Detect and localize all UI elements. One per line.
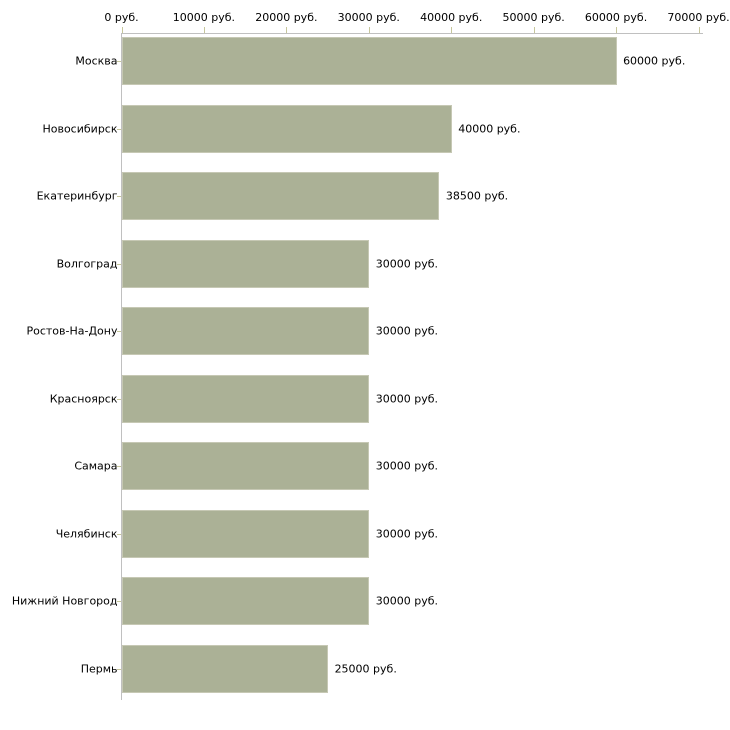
x-axis-tick-mark xyxy=(616,27,618,33)
value-label: 40000 руб. xyxy=(458,122,521,136)
bar-9 xyxy=(122,644,329,693)
x-axis-tick-mark xyxy=(368,27,370,33)
bar-7 xyxy=(122,509,370,558)
value-label: 30000 руб. xyxy=(375,527,439,541)
x-axis-tick-mark xyxy=(533,27,535,33)
category-label: Челябинск xyxy=(55,527,118,541)
category-tick-mark xyxy=(117,128,121,130)
bar-0 xyxy=(122,37,617,85)
category-tick-mark xyxy=(117,331,121,333)
value-label: 60000 руб. xyxy=(623,54,686,68)
category-label: Пермь xyxy=(80,662,118,676)
x-axis-tick-label: 30000 руб. xyxy=(337,11,400,24)
category-label: Екатеринбург xyxy=(36,189,118,203)
x-axis-tick-mark xyxy=(286,27,288,33)
value-label: 30000 руб. xyxy=(375,594,439,608)
y-axis-line xyxy=(121,33,122,700)
bar-6 xyxy=(122,442,370,491)
category-label: Ростов-На-Дону xyxy=(26,324,118,338)
category-tick-mark xyxy=(117,61,121,62)
category-label: Москва xyxy=(75,54,118,68)
x-axis-tick-label: 50000 руб. xyxy=(502,11,565,24)
x-axis-tick-label: 40000 руб. xyxy=(420,11,483,24)
value-label: 30000 руб. xyxy=(375,324,439,338)
category-tick-mark xyxy=(117,196,121,198)
value-label: 25000 руб. xyxy=(334,662,397,676)
bar-5 xyxy=(122,374,370,423)
category-label: Нижний Новгород xyxy=(11,594,118,608)
category-tick-mark xyxy=(117,668,121,670)
category-label: Волгоград xyxy=(56,257,118,271)
category-tick-mark xyxy=(117,601,121,603)
category-tick-mark xyxy=(117,263,121,265)
x-axis-tick-mark xyxy=(121,27,123,33)
value-label: 30000 руб. xyxy=(375,459,439,473)
bar-3 xyxy=(122,239,370,288)
x-axis-tick-mark xyxy=(451,27,453,33)
x-axis-tick-mark xyxy=(698,27,700,33)
category-label: Красноярск xyxy=(49,392,118,406)
bar-8 xyxy=(122,577,370,626)
x-axis-tick-mark xyxy=(203,27,205,33)
category-label: Самара xyxy=(74,459,118,473)
bar-1 xyxy=(122,104,452,153)
value-label: 30000 руб. xyxy=(375,257,439,271)
x-axis-tick-label: 60000 руб. xyxy=(584,11,648,24)
x-axis-tick-label: 20000 руб. xyxy=(255,11,318,24)
category-tick-mark xyxy=(117,466,121,468)
x-axis-tick-label: 70000 руб. xyxy=(667,11,730,24)
category-label: Новосибирск xyxy=(42,122,118,136)
value-label: 38500 руб. xyxy=(445,189,509,203)
bar-4 xyxy=(122,307,370,356)
value-label: 30000 руб. xyxy=(375,392,439,406)
x-axis-line xyxy=(121,33,703,34)
category-tick-mark xyxy=(117,533,121,535)
x-axis-tick-label: 10000 руб. xyxy=(172,11,236,24)
x-axis-tick-label: 0 руб. xyxy=(104,11,139,24)
category-tick-mark xyxy=(117,398,121,400)
bar-2 xyxy=(122,172,440,221)
